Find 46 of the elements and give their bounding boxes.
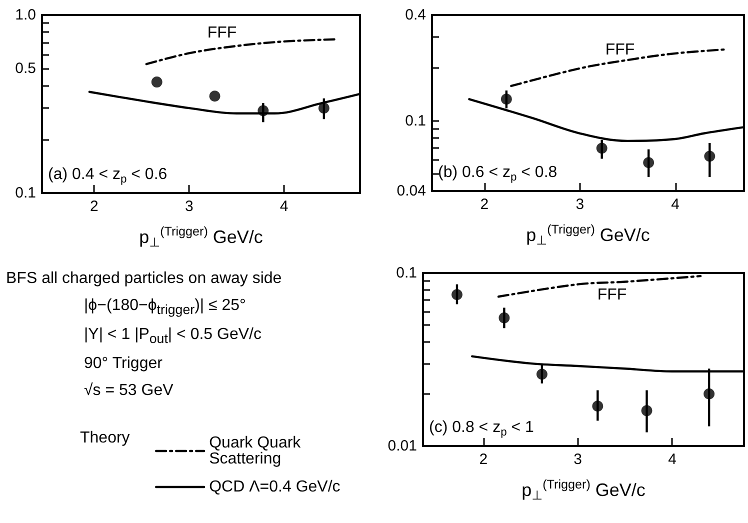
x-tick-label: 4 [280, 198, 288, 215]
y-tick-label: 0.1 [396, 264, 417, 282]
x-axis-title: p⊥(Trigger) GeV/c [139, 224, 263, 250]
line-series [497, 274, 702, 298]
y-tick-label: 0.04 [396, 182, 426, 200]
point [498, 312, 510, 324]
x-tick-label: 4 [671, 196, 680, 213]
text: |ϕ−(180−ϕ$_{trigger}$)| ≤ 25° [84, 297, 247, 318]
legend-label: Quark Quark Scattering [209, 434, 306, 468]
y-tick-label: 0.5 [15, 60, 36, 78]
point [704, 150, 716, 162]
point [318, 102, 330, 114]
text: 90° Trigger [84, 355, 164, 374]
point [151, 76, 162, 88]
point [641, 405, 652, 416]
x-tick-label: 3 [184, 198, 194, 215]
y-tick-label: 0.01 [388, 438, 417, 454]
annotation: FFF [207, 24, 237, 42]
point [596, 142, 608, 154]
y-tick-label: 1.0 [15, 6, 36, 24]
x-tick-label: 2 [480, 196, 489, 213]
text: √s = 53 GeV [84, 382, 174, 400]
point [500, 94, 512, 105]
x-axis-title: p⊥(Trigger) GeV/c [522, 478, 646, 502]
point [452, 289, 462, 300]
legend-label: QCD Λ=0.4 GeV/c [209, 478, 340, 496]
y-tick-label: 0.4 [405, 6, 426, 24]
x-tick-label: 4 [668, 451, 676, 468]
x-axis-title: p⊥(Trigger) GeV/c [526, 222, 650, 248]
x-tick-label: 3 [574, 451, 582, 468]
text: BFS all charged particles on away side [6, 270, 283, 288]
x-tick-label: 3 [576, 196, 584, 213]
line-series [145, 38, 338, 66]
point [209, 90, 220, 102]
y-tick-label: 0.1 [15, 184, 36, 202]
point [592, 400, 604, 412]
point [704, 388, 715, 400]
point [643, 157, 654, 168]
annotation: FFF [605, 42, 635, 58]
annotation: FFF [597, 286, 627, 304]
text: |Y| < 1 |P$_{out}$| < 0.5 GeV/c [84, 326, 262, 346]
x-tick-label: 2 [90, 198, 98, 215]
point [536, 368, 548, 380]
x-tick-label: 2 [479, 451, 488, 468]
y-tick-label: 0.1 [405, 112, 426, 130]
legend-title: Theory [80, 430, 130, 446]
